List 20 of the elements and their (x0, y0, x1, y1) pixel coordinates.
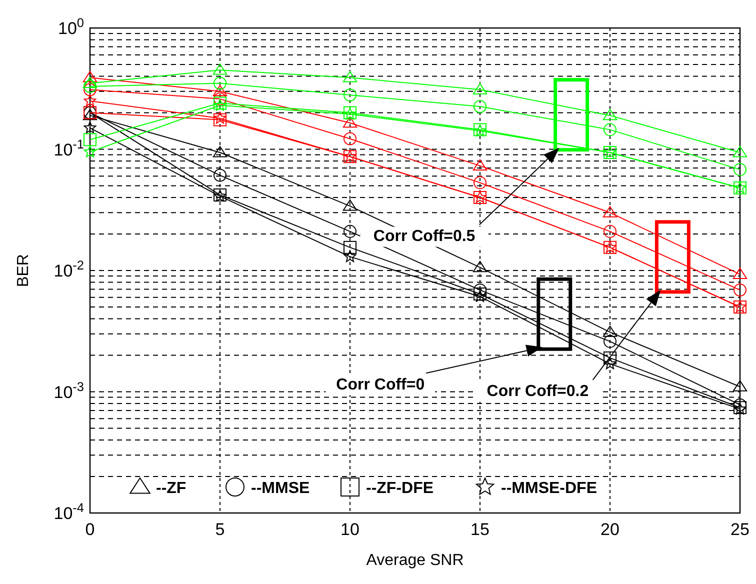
legend-label: --MMSE-DFE (501, 480, 598, 497)
legend-label: --MMSE (251, 480, 310, 497)
annotation: Corr Coff=0.2 (486, 383, 589, 400)
y-tick-label: 10$^{0}$ (58, 14, 84, 38)
x-tick-label: 0 (85, 520, 95, 539)
y-tick-label: 10$^{-3}$ (54, 378, 84, 402)
x-tick-label: 20 (600, 520, 620, 539)
annotation: Corr Coff=0.5 (373, 228, 476, 246)
y-tick-label: 10$^{-4}$ (54, 500, 84, 523)
x-axis-title: Average SNR (366, 552, 464, 569)
legend-label: --ZF-DFE (366, 480, 434, 497)
x-tick-label: 5 (215, 520, 225, 539)
y-tick-label: 10$^{-1}$ (54, 136, 84, 160)
x-tick-label: 25 (730, 520, 750, 539)
x-tick-label: 15 (470, 520, 490, 539)
x-tick-label: 10 (340, 520, 360, 539)
y-tick-label: 10$^{-2}$ (54, 257, 84, 280)
y-axis-title: BER (15, 254, 32, 287)
legend-label: --ZF (156, 480, 186, 497)
annotation: Corr Coff=0 (336, 376, 425, 394)
